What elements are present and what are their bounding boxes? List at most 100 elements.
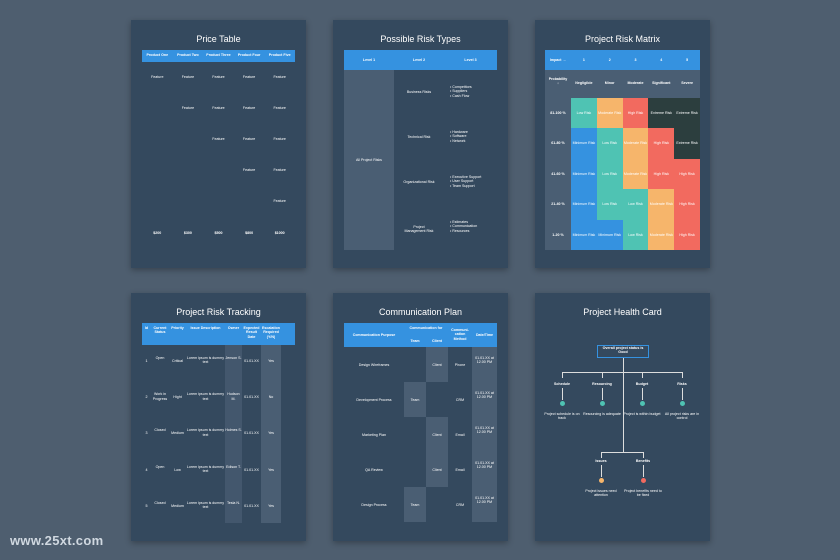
health-item-text: Project is within budget (623, 412, 661, 416)
tracking-cell: Yes (268, 359, 274, 363)
tracking-cell: Edison T. (226, 464, 241, 469)
risk-matrix-cell: Minimum Risk (571, 158, 597, 190)
comm-team: Team (410, 398, 420, 402)
tracking-cell: Yes (268, 503, 274, 508)
risk-matrix-cell: Low Risk (622, 219, 649, 250)
tracking-cell: 01.01.XX (244, 395, 259, 400)
price-column-header: Product Three (206, 53, 231, 57)
client-marker (426, 452, 448, 487)
level1-column (344, 70, 394, 250)
comm-purpose: Development Process (356, 398, 392, 402)
client-marker (426, 347, 448, 382)
level2-label: Technical Risk (407, 135, 431, 139)
tracking-cell: Hudson M. (227, 392, 240, 401)
probability-row-label: 41-60 % (551, 171, 565, 176)
impact-number: 5 (686, 58, 689, 62)
level3-list: • Competitors • Suppliers • Cash Flow (450, 85, 472, 98)
health-item-label: Budget (635, 382, 649, 386)
tracking-cell: Lorem ipsum is dummy text (186, 356, 225, 365)
tracking-header-cell: Current Status (153, 326, 167, 335)
level2-label: Organizational Risk (403, 180, 435, 184)
risk-matrix-cell: Minimum Risk (571, 128, 597, 159)
health-item-label: Resourcing (592, 382, 612, 386)
comm-header-client: Client (432, 339, 442, 343)
health-bottom-text: Project benefits need to be fixed (624, 489, 662, 498)
matrix-names-header (545, 70, 700, 98)
tracking-header (142, 323, 295, 345)
tracking-cell: Closed (154, 500, 166, 505)
tracking-header-cell: Escalation Required (Y/N) (262, 326, 280, 339)
comm-method: Email (455, 468, 465, 472)
status-dot (680, 401, 685, 406)
connector-line (682, 372, 683, 378)
risk-matrix-cell: High Risk (674, 189, 700, 220)
price-feature-cell: Feature (151, 75, 164, 79)
tracking-cell: 1 (145, 359, 148, 363)
price-feature-cell: Feature (242, 106, 256, 110)
risk-matrix-cell: Low Risk (596, 189, 623, 220)
tracking-cell: Lorem ipsum is dummy text (186, 392, 225, 401)
comm-time: 01.01.XX at 12.00 PM (475, 391, 494, 400)
risk-level-header: Level 3 (464, 58, 477, 62)
probability-row-label: 1-20 % (552, 232, 564, 237)
risk-tracking-title: Project Risk Tracking (176, 307, 261, 317)
tracking-header-cell: Priority (171, 326, 184, 330)
risk-level-header: Level 1 (362, 58, 376, 62)
connector-line (601, 452, 602, 458)
risk-matrix-cell: Moderate Risk (648, 219, 675, 250)
escalation-column (261, 345, 281, 523)
health-item-text: All project risks are in control (664, 412, 700, 421)
risk-matrix-cell: High Risk (622, 98, 649, 129)
comm-client: Client (432, 433, 442, 437)
probability-row-label: 61-80 % (551, 141, 565, 146)
connector-line (601, 465, 602, 477)
comm-time: 01.01.XX at 12.00 PM (475, 496, 494, 505)
price-feature-cell: Feature (212, 75, 225, 79)
level2-label: Business Risks (406, 90, 432, 94)
risk-types-card: Possible Risk Types Level 1 Level 2 Level … (333, 20, 508, 268)
tracking-cell: Work in Progress (152, 392, 168, 401)
tracking-cell: Lorem ipsum is dummy text (186, 428, 225, 437)
risk-matrix-cell: Moderate Risk (596, 98, 623, 129)
comm-header (344, 323, 497, 347)
tracking-cell: Closed (154, 428, 166, 433)
risk-types-title: Possible Risk Types (380, 34, 461, 44)
price-feature-cell: Feature (212, 137, 225, 141)
time-column (472, 347, 497, 522)
comm-client: Client (432, 468, 442, 472)
risk-matrix-cell: Moderate Risk (622, 128, 649, 159)
team-marker (404, 487, 426, 522)
price-feature-cell: Feature (242, 75, 256, 79)
tracking-cell: 01.01.XX (244, 359, 259, 363)
risk-matrix-cell: Low Risk (622, 189, 649, 220)
comm-method: CRM (455, 398, 465, 402)
price-table-header (142, 50, 295, 62)
connector-line (643, 452, 644, 458)
risk-matrix-cell: Low Risk (596, 158, 623, 190)
health-item-text: Project schedule is on track (544, 412, 580, 421)
level3-list: • Executive Support • User Support • Tea… (450, 175, 482, 188)
risk-matrix-cell: Low Risk (571, 98, 597, 129)
comm-method: Phone (454, 363, 466, 367)
comm-purpose: QA Review (365, 468, 383, 472)
health-item-text: Resourcing is adequate (583, 412, 621, 416)
comm-header-purpose: Communication Purpose (352, 333, 396, 337)
comm-time: 01.01.XX at 12.00 PM (475, 356, 494, 365)
price-value: $800 (245, 231, 254, 235)
tracking-cell: Tesla N. (227, 500, 240, 505)
price-table-card: Price Table Product One Product Two Produc… (131, 20, 306, 268)
price-value: $300 (183, 231, 192, 235)
risk-matrix-cell: Low Risk (596, 128, 623, 159)
tracking-cell: Medium (171, 431, 184, 436)
tracking-cell: 01.01.XX (244, 467, 259, 472)
comm-method: CRM (455, 503, 465, 507)
matrix-prob-column (545, 98, 571, 250)
price-feature-cell: Feature (273, 137, 286, 141)
risk-matrix-cell: Extreme Risk (648, 98, 675, 129)
probability-label: Probability ↓ (548, 77, 568, 86)
comm-client: Client (432, 363, 442, 367)
comm-header-time: Date/Time (475, 333, 494, 337)
level1-label: All Project Risks (356, 158, 382, 162)
tracking-cell: 2 (145, 395, 148, 400)
impact-number: 3 (634, 58, 637, 62)
